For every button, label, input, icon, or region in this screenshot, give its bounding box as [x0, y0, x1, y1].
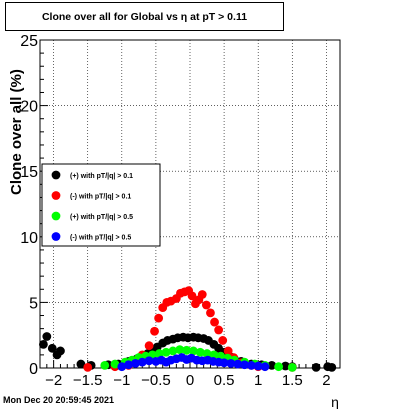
legend-label: (-) with pT/|q| > 0.1 — [70, 194, 131, 201]
data-point — [209, 350, 219, 360]
data-point — [42, 332, 52, 341]
x-tick-label: −1.5 — [73, 372, 103, 389]
data-point — [195, 347, 205, 357]
data-point — [100, 360, 110, 370]
data-point — [240, 360, 249, 370]
data-point — [267, 360, 277, 370]
data-point — [47, 343, 57, 353]
y-tick-label: 5 — [29, 295, 38, 312]
x-tick-label: 1 — [254, 372, 262, 389]
y-tick-label: 20 — [20, 99, 38, 116]
data-point — [197, 290, 207, 299]
data-point — [233, 359, 243, 369]
data-point — [182, 345, 191, 355]
data-point — [281, 361, 290, 371]
y-tick-label: 15 — [20, 164, 38, 181]
x-tick-label: −1 — [113, 372, 130, 389]
legend-label: (-) with pT/|q| > 0.5 — [70, 235, 131, 242]
data-point — [131, 359, 140, 368]
data-point — [110, 359, 120, 369]
data-point — [117, 362, 127, 372]
x-tick-label: 0.5 — [214, 372, 235, 389]
data-point — [201, 300, 211, 310]
date-stamp: Mon Dec 20 20:59:45 2021 — [3, 395, 115, 405]
legend-marker — [51, 211, 61, 221]
data-point — [246, 360, 256, 370]
data-point — [83, 362, 93, 372]
data-point — [175, 345, 185, 355]
data-point — [154, 313, 164, 323]
y-tick-label: 0 — [29, 361, 38, 378]
x-tick-label: −0.5 — [141, 372, 171, 389]
y-tick-label: 25 — [20, 33, 38, 50]
data-point — [219, 358, 229, 368]
data-point — [223, 346, 233, 356]
data-point — [137, 357, 147, 367]
data-point — [76, 359, 86, 369]
x-tick-label: 1.5 — [282, 372, 303, 389]
legend-label: (+) with pT/|q| > 0.5 — [70, 214, 133, 221]
y-tick-label: 10 — [20, 230, 38, 247]
data-point — [189, 346, 198, 356]
x-tick-label: 2 — [322, 372, 330, 389]
data-point — [168, 346, 178, 356]
data-point — [210, 317, 219, 327]
data-point — [274, 362, 284, 372]
x-tick-label: −2 — [45, 372, 62, 389]
legend-marker — [51, 170, 61, 180]
data-point — [150, 326, 159, 336]
data-point — [311, 362, 321, 372]
data-point — [214, 325, 224, 335]
legend-box — [41, 163, 161, 247]
data-point — [226, 359, 236, 368]
data-point — [206, 308, 215, 318]
data-point — [39, 339, 48, 349]
legend-marker — [51, 191, 61, 200]
data-point — [260, 362, 270, 372]
data-point — [187, 291, 197, 301]
chart-title: Clone over all for Global vs η at pT > 0… — [5, 2, 284, 31]
data-point — [287, 362, 297, 372]
x-tick-label: 0 — [186, 372, 194, 389]
data-point — [253, 361, 263, 371]
data-point — [124, 360, 134, 370]
data-point — [327, 362, 337, 372]
data-point — [144, 341, 154, 351]
legend-marker — [51, 232, 61, 241]
data-point — [161, 347, 171, 357]
data-points — [39, 286, 337, 372]
data-point — [202, 349, 212, 358]
data-point — [218, 336, 228, 345]
y-axis-label: Clone over all (%) — [8, 69, 25, 195]
data-point — [56, 346, 65, 356]
x-axis-label: η — [331, 394, 339, 409]
data-point — [144, 356, 154, 366]
legend-label: (+) with pT/|q| > 0.1 — [70, 173, 133, 180]
